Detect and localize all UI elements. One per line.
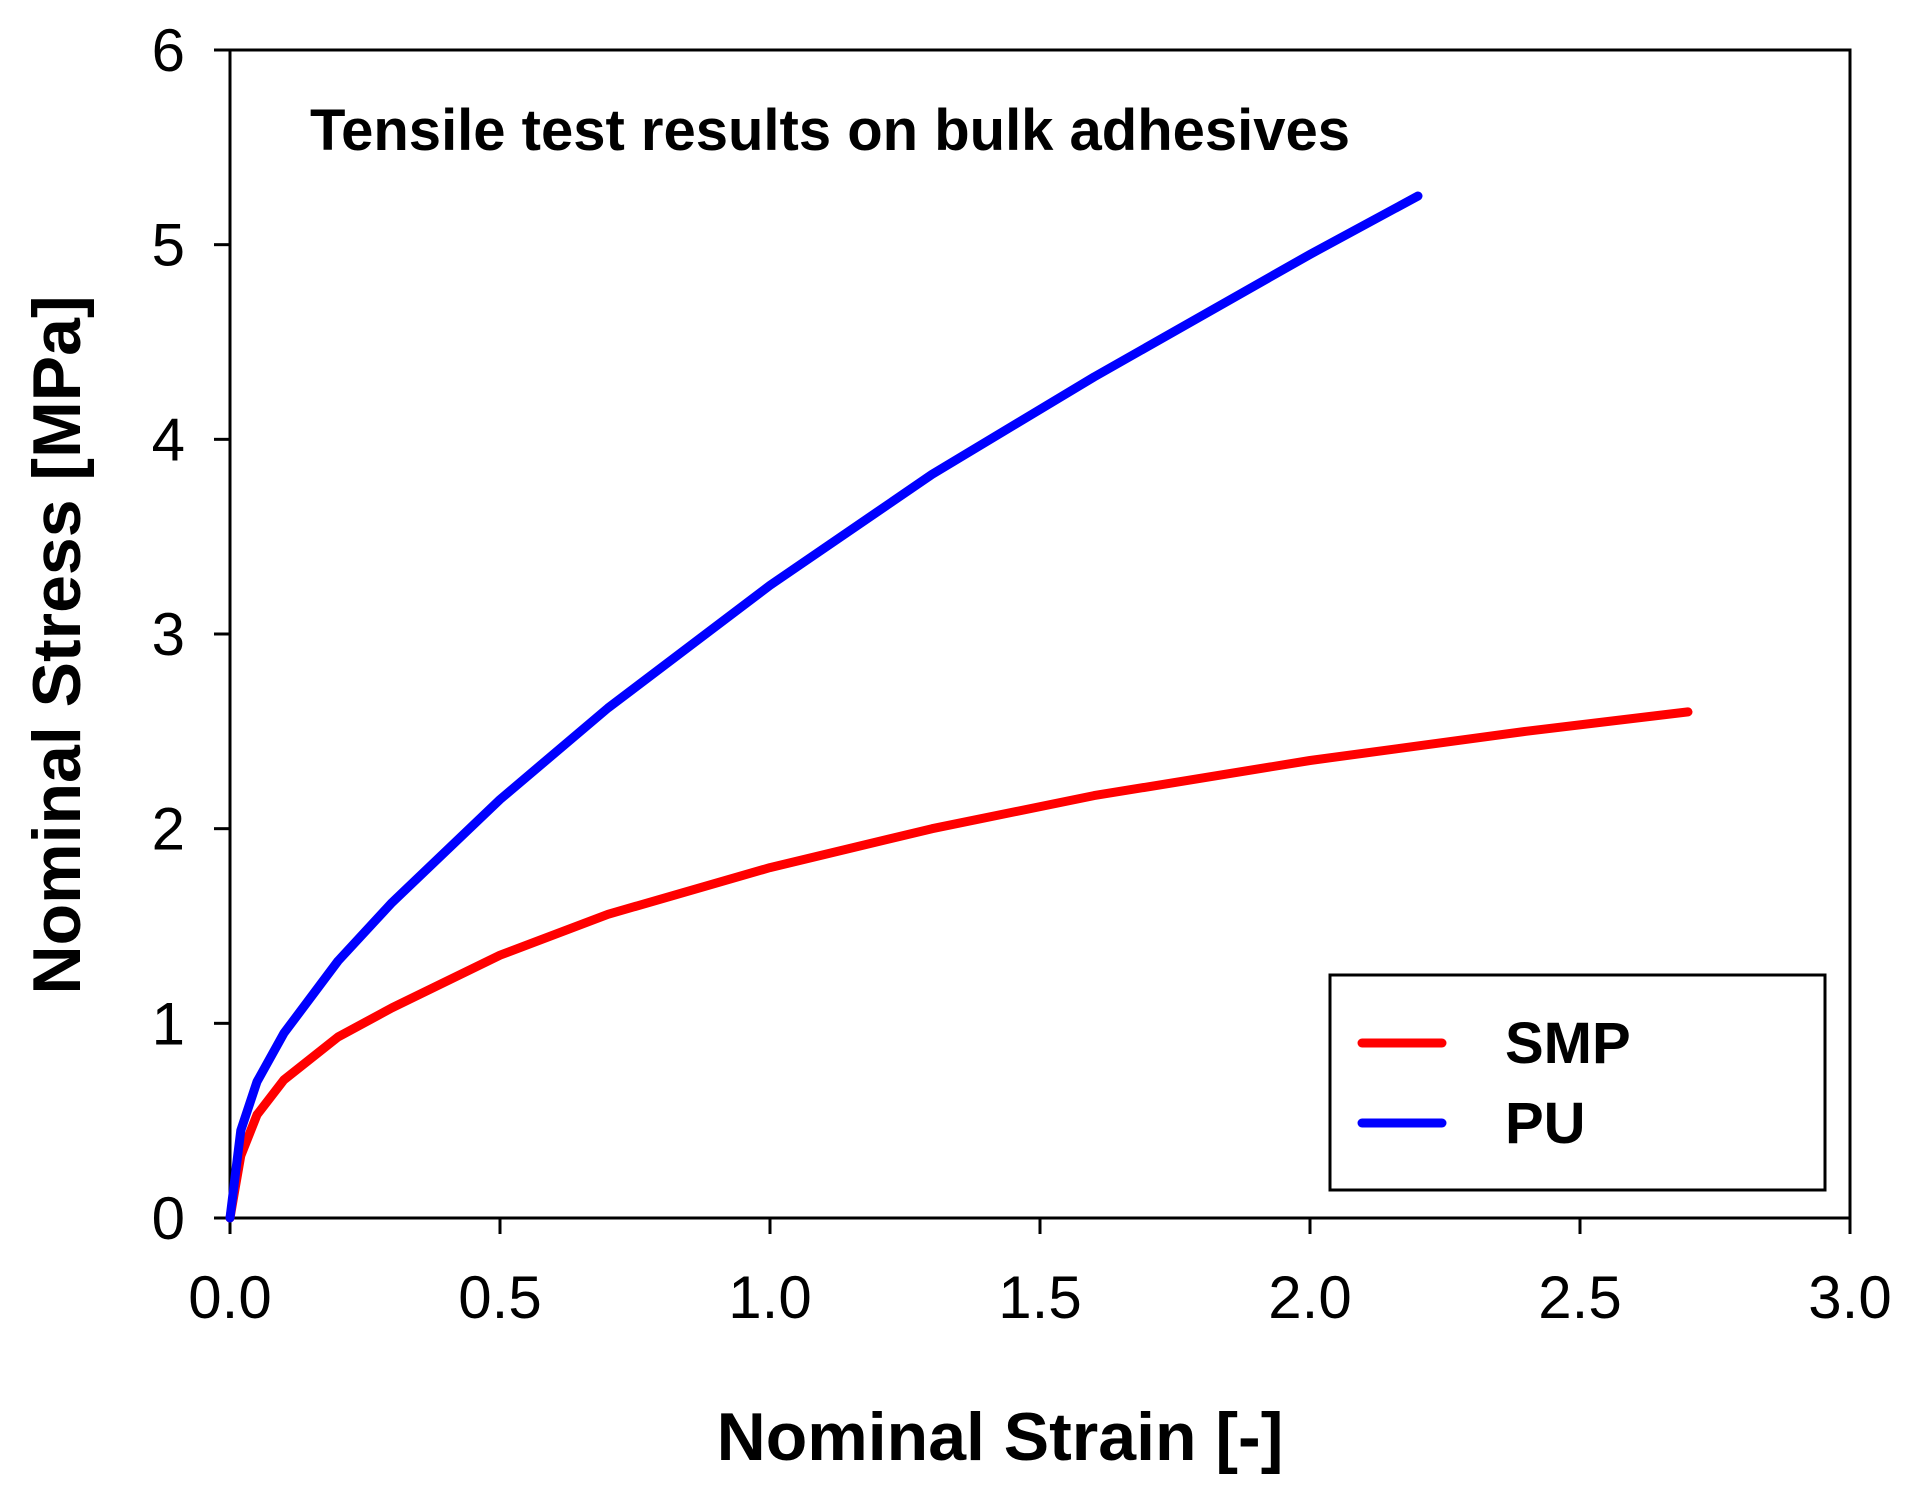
x-tick-label: 1.5 <box>998 1264 1081 1331</box>
y-axis: 0 1 2 3 4 5 6 <box>152 17 230 1252</box>
x-tick-label: 2.5 <box>1538 1264 1621 1331</box>
series-line-smp <box>225 707 1693 1223</box>
y-tick-label: 0 <box>152 1185 185 1252</box>
series-line-pu <box>225 191 1423 1223</box>
x-axis-title: Nominal Strain [-] <box>717 1399 1284 1475</box>
y-tick-label: 6 <box>152 17 185 84</box>
legend-label-pu: PU <box>1505 1091 1586 1156</box>
x-axis: 0.0 0.5 1.0 1.5 2.0 2.5 3.0 <box>188 1218 1892 1331</box>
x-tick-label: 0.0 <box>188 1264 271 1331</box>
y-tick-label: 1 <box>152 990 185 1057</box>
y-tick-label: 3 <box>152 601 185 668</box>
legend-label-smp: SMP <box>1505 1011 1631 1076</box>
x-tick-label: 3.0 <box>1808 1264 1891 1331</box>
x-tick-label: 1.0 <box>728 1264 811 1331</box>
x-tick-label: 0.5 <box>458 1264 541 1331</box>
series-layer <box>225 191 1693 1223</box>
legend: SMP PU <box>1328 973 1827 1192</box>
chart-title: Tensile test results on bulk adhesives <box>310 98 1350 163</box>
legend-box <box>1328 973 1827 1192</box>
y-tick-label: 4 <box>152 406 185 473</box>
y-tick-label: 5 <box>152 212 185 279</box>
y-tick-label: 2 <box>152 796 185 863</box>
y-axis-title: Nominal Stress [MPa] <box>19 295 95 994</box>
x-tick-label: 2.0 <box>1268 1264 1351 1331</box>
